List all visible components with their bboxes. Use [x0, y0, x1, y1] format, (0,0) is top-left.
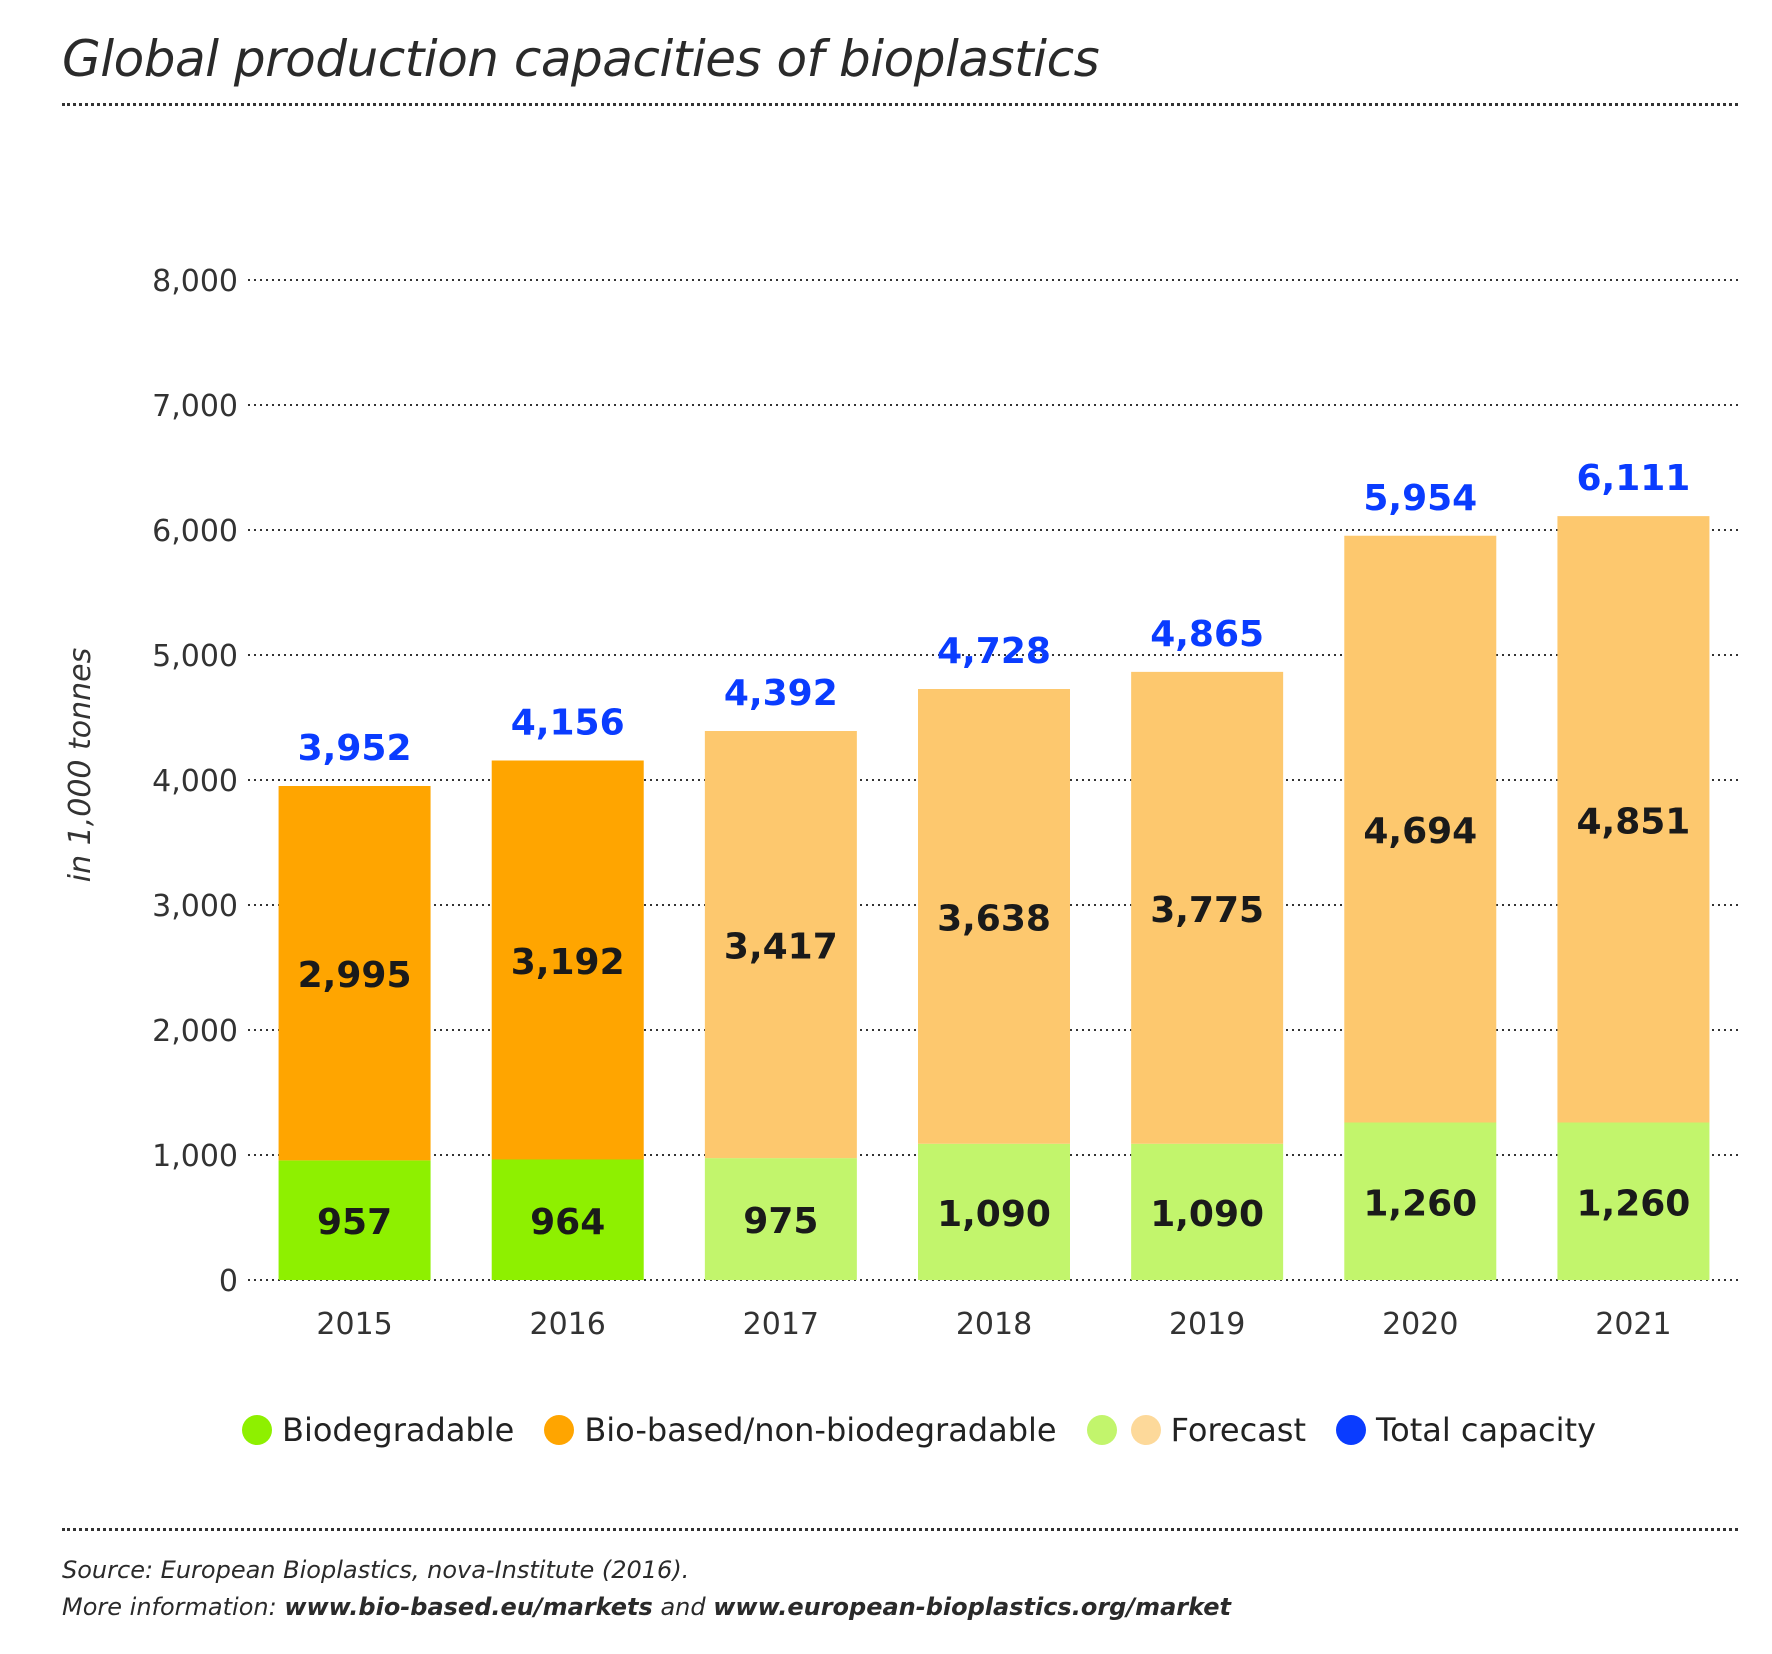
bar-biodegradable — [491, 1159, 644, 1280]
legend-item-biobased: Bio-based/non-biodegradable — [544, 1411, 1057, 1449]
data-label-biodegradable: 1,090 — [937, 1194, 1051, 1235]
data-label-total: 4,728 — [937, 631, 1051, 672]
source-note: Source: European Bioplastics, nova-Insti… — [62, 1552, 1231, 1626]
link-european-bioplastics[interactable]: www.european-bioplastics.org/market — [713, 1593, 1231, 1621]
y-tick-label: 8,000 — [152, 264, 238, 299]
y-axis-label: in 1,000 tonnes — [63, 648, 98, 883]
bar-chart: 0 1,000 2,000 3,000 4,000 5,000 6,000 7,000 8,00… — [63, 264, 1740, 1342]
data-label-biodegradable: 1,260 — [1576, 1183, 1690, 1224]
legend-swatch-forecast-biobased — [1130, 1415, 1161, 1445]
bar-biobased — [491, 760, 644, 1160]
bar-biobased — [278, 786, 431, 1161]
y-tick-label: 6,000 — [152, 514, 238, 549]
more-info-line: More information: www.bio-based.eu/marke… — [62, 1589, 1231, 1626]
data-label-biobased: 3,775 — [1150, 890, 1264, 931]
x-tick-label: 2019 — [1169, 1307, 1245, 1342]
more-info-and: and — [652, 1593, 714, 1621]
legend-label-forecast: Forecast — [1170, 1411, 1307, 1449]
y-tick-label: 3,000 — [152, 889, 238, 924]
data-label-biodegradable: 975 — [743, 1201, 818, 1242]
link-bio-based[interactable]: www.bio-based.eu/markets — [284, 1593, 653, 1621]
y-tick-label: 2,000 — [152, 1014, 238, 1049]
data-label-biobased: 3,638 — [937, 898, 1051, 939]
x-tick-label: 2017 — [743, 1307, 819, 1342]
chart-title: Global production capacities of bioplast… — [62, 30, 1100, 88]
data-label-biodegradable: 1,260 — [1363, 1183, 1477, 1224]
legend-swatch-biodegradable — [242, 1415, 272, 1445]
data-label-biobased: 3,417 — [724, 927, 838, 968]
bar-biobased — [918, 689, 1070, 1144]
title-divider — [62, 103, 1738, 106]
bar-biodegradable — [1344, 1122, 1497, 1280]
bar-biodegradable — [918, 1143, 1070, 1280]
x-tick-label: 2021 — [1595, 1307, 1671, 1342]
data-label-biodegradable: 964 — [530, 1202, 605, 1243]
legend-item-forecast: Forecast — [1086, 1411, 1307, 1449]
legend-swatch-total — [1336, 1415, 1367, 1445]
data-label-total: 3,952 — [298, 728, 412, 769]
legend-label-total: Total capacity — [1376, 1411, 1597, 1449]
source-divider — [62, 1528, 1738, 1531]
legend-label-biodegradable: Biodegradable — [282, 1411, 515, 1449]
legend-item-biodegradable: Biodegradable — [242, 1411, 514, 1449]
legend-item-total: Total capacity — [1336, 1411, 1596, 1449]
y-tick-label: 0 — [219, 1264, 238, 1299]
legend-swatch-biobased — [544, 1415, 575, 1445]
data-label-biobased: 3,192 — [511, 942, 625, 983]
data-label-biodegradable: 1,090 — [1150, 1194, 1264, 1235]
data-label-total: 4,392 — [724, 673, 838, 714]
data-label-total: 6,111 — [1576, 458, 1690, 499]
legend-label-biobased: Bio-based/non-biodegradable — [584, 1411, 1057, 1449]
y-tick-label: 1,000 — [152, 1139, 238, 1174]
x-tick-label: 2018 — [956, 1307, 1032, 1342]
legend: Biodegradable Bio-based/non-biodegradabl… — [242, 1405, 1626, 1455]
bar-biobased — [1131, 671, 1284, 1144]
source-line: Source: European Bioplastics, nova-Insti… — [62, 1556, 690, 1584]
data-label-total: 5,954 — [1363, 478, 1477, 519]
y-tick-label: 4,000 — [152, 764, 238, 799]
bar-biobased — [1344, 535, 1497, 1123]
data-label-total: 4,156 — [511, 703, 625, 744]
data-label-total: 4,865 — [1150, 614, 1264, 655]
legend-swatch-forecast-biodegradable — [1086, 1415, 1117, 1445]
x-tick-label: 2015 — [316, 1307, 392, 1342]
y-tick-label: 5,000 — [152, 639, 238, 674]
x-tick-label: 2020 — [1382, 1307, 1458, 1342]
data-label-biobased: 4,694 — [1363, 811, 1477, 852]
data-label-biobased: 2,995 — [298, 955, 412, 996]
data-label-biobased: 4,851 — [1576, 801, 1690, 842]
bar-biodegradable — [704, 1158, 857, 1280]
more-info-prefix: More information: — [62, 1593, 285, 1621]
data-label-biodegradable: 957 — [317, 1202, 392, 1243]
bar-biobased — [1557, 516, 1710, 1123]
bar-biodegradable — [278, 1160, 431, 1280]
bar-biobased — [704, 731, 857, 1159]
x-tick-label: 2016 — [530, 1307, 606, 1342]
bar-biodegradable — [1557, 1122, 1710, 1280]
y-tick-label: 7,000 — [152, 389, 238, 424]
bar-biodegradable — [1131, 1143, 1284, 1280]
